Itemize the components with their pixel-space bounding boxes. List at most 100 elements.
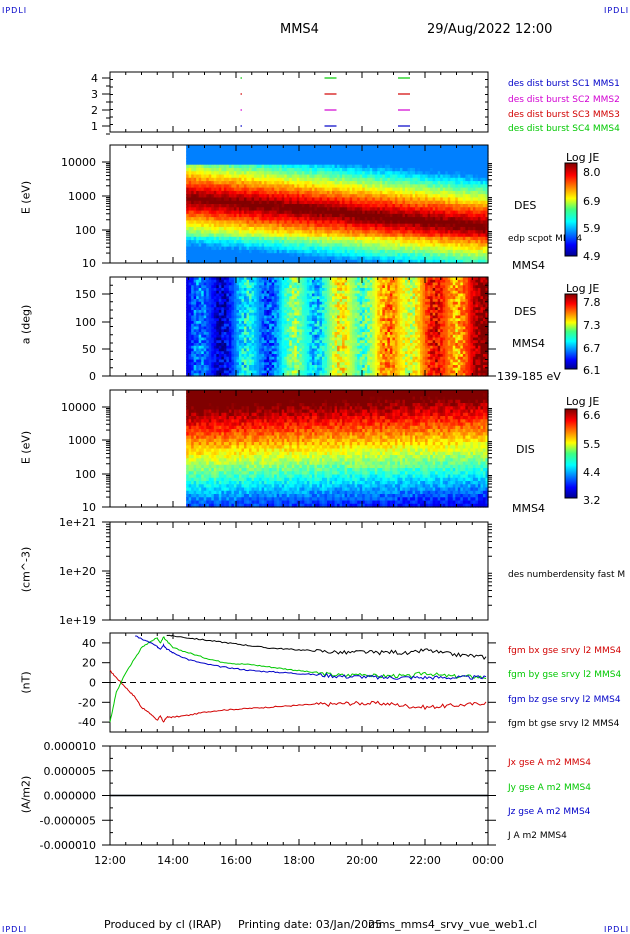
heatmap-cell: [452, 226, 456, 231]
heatmap-cell: [203, 223, 207, 228]
heatmap-cell: [427, 167, 431, 172]
heatmap-cell: [394, 154, 399, 159]
heatmap-cell: [324, 204, 328, 208]
heatmap-cell: [435, 223, 439, 228]
heatmap-cell: [410, 210, 414, 215]
heatmap-cell: [271, 194, 275, 199]
heatmap-cell: [276, 190, 280, 195]
heatmap-cell: [311, 158, 316, 162]
heatmap-cell: [357, 210, 361, 215]
heatmap-cell: [462, 253, 466, 258]
heatmap-cell: [301, 230, 305, 235]
heatmap-cell: [218, 184, 222, 189]
heatmap-cell: [191, 145, 195, 149]
heatmap-cell: [457, 236, 461, 241]
heatmap-cell: [334, 259, 338, 264]
heatmap-cell: [352, 240, 356, 244]
heatmap-cell: [472, 194, 477, 199]
heatmap-cell: [201, 337, 205, 341]
heatmap-cell: [193, 323, 197, 328]
heatmap-cell: [389, 210, 394, 215]
heatmap-cell: [435, 174, 439, 179]
heatmap-cell: [201, 200, 205, 205]
heatmap-cell: [457, 240, 461, 244]
heatmap-cell: [432, 197, 436, 202]
heatmap-cell: [415, 240, 419, 244]
heatmap-cell: [193, 187, 197, 192]
heatmap-cell: [440, 217, 444, 221]
heatmap-cell: [271, 158, 275, 162]
heatmap-cell: [208, 326, 212, 330]
heatmap-cell: [201, 259, 205, 264]
heatmap-cell: [306, 174, 310, 179]
heatmap-cell: [450, 253, 454, 258]
heatmap-cell: [213, 190, 217, 195]
heatmap-cell: [188, 312, 192, 317]
heatmap-cell: [203, 240, 207, 244]
heatmap-cell: [324, 190, 328, 195]
heatmap-cell: [359, 145, 363, 149]
heatmap-cell: [193, 158, 197, 162]
heatmap-cell: [304, 220, 308, 225]
heatmap-cell: [259, 233, 263, 238]
heatmap-cell: [296, 171, 300, 176]
heatmap-cell: [369, 171, 373, 176]
heatmap-cell: [276, 256, 280, 261]
heatmap-cell: [374, 161, 378, 166]
heatmap-cell: [352, 148, 356, 153]
heatmap-cell: [359, 213, 363, 218]
heatmap-cell: [246, 223, 250, 228]
heatmap-cell: [213, 167, 217, 172]
heatmap-cell: [201, 190, 205, 195]
heatmap-cell: [221, 210, 225, 215]
datetime-title: 29/Aug/2022 12:00: [427, 22, 553, 37]
heatmap-cell: [417, 154, 421, 159]
heatmap-cell: [201, 315, 205, 319]
heatmap-cell: [437, 181, 441, 185]
heatmap-cell: [301, 177, 305, 182]
heatmap-cell: [407, 194, 411, 199]
heatmap-cell: [367, 154, 371, 159]
heatmap-cell: [233, 249, 238, 254]
heatmap-cell: [314, 240, 318, 244]
heatmap-cell: [218, 158, 222, 162]
heatmap-cell: [485, 249, 489, 254]
heatmap-cell: [203, 301, 207, 306]
heatmap-cell: [467, 194, 471, 199]
heatmap-cell: [384, 164, 388, 169]
heatmap-cell: [387, 253, 391, 258]
heatmap-cell: [372, 233, 376, 238]
heatmap-cell: [482, 210, 487, 215]
heatmap-cell: [254, 158, 258, 162]
heatmap-cell: [349, 167, 353, 172]
heatmap-cell: [198, 307, 202, 311]
heatmap-cell: [294, 220, 298, 225]
heatmap-cell: [249, 154, 253, 159]
heatmap-cell: [465, 213, 469, 218]
heatmap-cell: [186, 171, 190, 176]
heatmap-cell: [372, 167, 376, 172]
heatmap-cell: [306, 213, 310, 218]
heatmap-cell: [460, 243, 464, 248]
heatmap-cell: [374, 223, 378, 228]
heatmap-cell: [382, 210, 386, 215]
heatmap-cell: [208, 337, 212, 341]
heatmap-cell: [392, 256, 396, 261]
heatmap-cell: [301, 200, 305, 205]
heatmap-cell: [339, 226, 343, 231]
heatmap-cell: [485, 148, 489, 153]
heatmap-cell: [425, 197, 429, 202]
heatmap-cell: [304, 210, 308, 215]
heatmap-cell: [274, 171, 278, 176]
heatmap-cell: [387, 210, 391, 215]
heatmap-cell: [299, 217, 303, 221]
heatmap-cell: [465, 171, 469, 176]
heatmap-cell: [231, 233, 235, 238]
heatmap-cell: [281, 187, 285, 192]
heatmap-cell: [475, 204, 479, 208]
heatmap-cell: [226, 256, 230, 261]
heatmap-cell: [445, 151, 449, 156]
heatmap-cell: [191, 223, 195, 228]
heatmap-cell: [372, 243, 376, 248]
